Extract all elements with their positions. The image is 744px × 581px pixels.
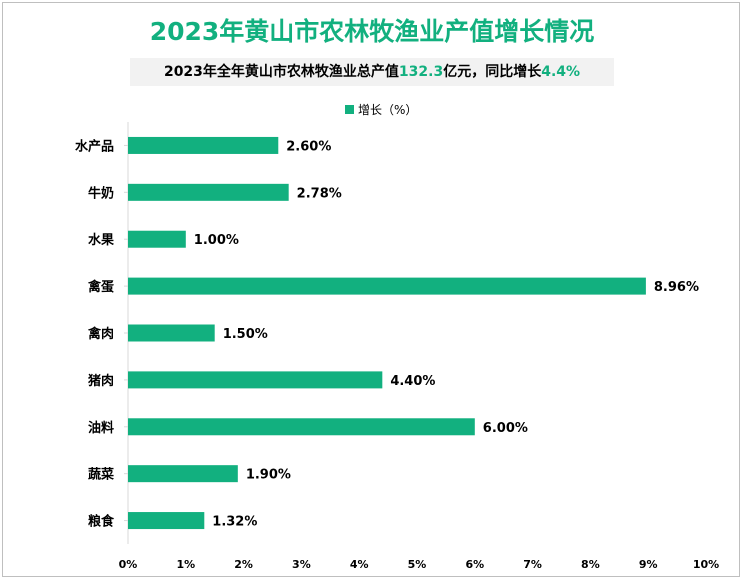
bar: [128, 136, 279, 154]
category-label: 蔬菜: [88, 467, 114, 483]
category-label: 水产品: [75, 138, 114, 154]
x-tick-label: 5%: [408, 558, 427, 571]
x-tick-label: 10%: [693, 558, 719, 571]
bar: [128, 277, 646, 295]
data-label: 1.90%: [246, 468, 291, 483]
subtitle-growth-value: 4.4%: [541, 64, 581, 80]
x-tick-label: 8%: [581, 558, 600, 571]
chart-subtitle: 2023年全年黄山市农林牧渔业总产值132.3亿元，同比增长4.4%: [130, 58, 614, 86]
x-tick-label: 7%: [523, 558, 542, 571]
legend-label: 增长（%）: [358, 103, 418, 117]
data-label: 2.60%: [286, 139, 331, 154]
x-tick-label: 4%: [350, 558, 369, 571]
bar: [128, 465, 238, 483]
bar: [128, 230, 186, 248]
x-tick-label: 2%: [234, 558, 253, 571]
data-label: 1.00%: [194, 233, 239, 248]
category-label: 猪肉: [87, 373, 114, 389]
bar: [128, 418, 475, 436]
category-label: 禽蛋: [87, 279, 114, 295]
bar: [128, 324, 215, 342]
legend-swatch: [345, 105, 354, 114]
subtitle-middle: 亿元，同比增长: [443, 64, 542, 80]
data-label: 4.40%: [390, 374, 435, 389]
category-label: 水果: [88, 232, 114, 248]
data-label: 8.96%: [654, 280, 699, 295]
bar: [128, 512, 205, 530]
data-label: 1.50%: [223, 327, 268, 342]
x-tick-label: 9%: [639, 558, 658, 571]
bar: [128, 183, 289, 201]
subtitle-total-value: 132.3: [398, 64, 444, 80]
category-label: 粮食: [88, 514, 115, 530]
legend: 增长（%）: [345, 101, 417, 118]
x-tick-label: 1%: [176, 558, 195, 571]
subtitle-prefix: 2023年全年黄山市农林牧渔业总产值: [163, 64, 399, 80]
category-label: 禽肉: [87, 326, 114, 342]
x-tick-label: 6%: [465, 558, 484, 571]
bar: [128, 371, 383, 389]
chart-title: 2023年黄山市农林牧渔业产值增长情况: [149, 17, 595, 46]
data-label: 6.00%: [483, 421, 528, 436]
category-label: 牛奶: [88, 185, 114, 201]
category-label: 油料: [88, 420, 114, 436]
x-tick-label: 0%: [119, 558, 138, 571]
data-label: 1.32%: [212, 515, 257, 530]
data-label: 2.78%: [297, 186, 342, 201]
x-tick-label: 3%: [292, 558, 311, 571]
